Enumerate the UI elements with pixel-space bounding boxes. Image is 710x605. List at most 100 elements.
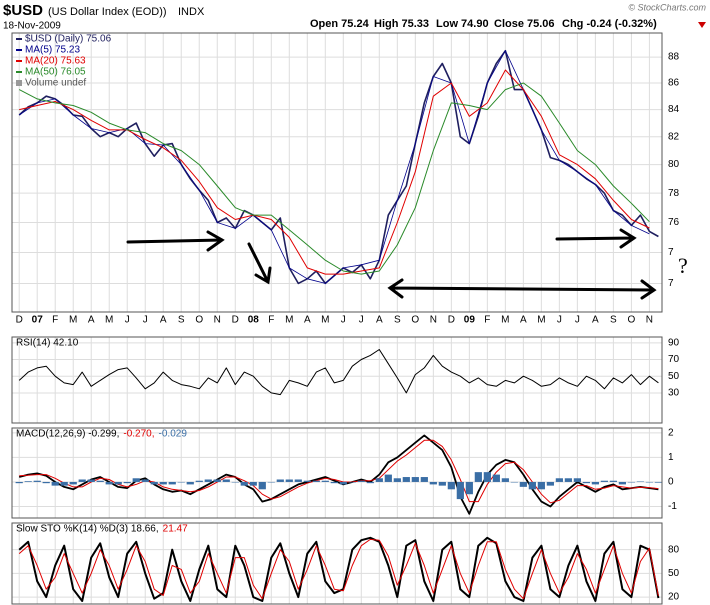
y-tick-label: 50 bbox=[668, 371, 680, 382]
x-tick-label: N bbox=[430, 315, 437, 326]
quote: Low 74.90 bbox=[436, 18, 489, 30]
x-tick-label: S bbox=[394, 315, 401, 326]
histogram-bar bbox=[456, 481, 464, 500]
legend-label: MA(5) 75.23 bbox=[25, 45, 80, 56]
histogram-bar bbox=[204, 479, 212, 482]
legend-label: 21.47 bbox=[163, 524, 188, 535]
histogram-bar bbox=[267, 481, 275, 483]
histogram-bar bbox=[150, 481, 158, 485]
histogram-bar bbox=[132, 478, 140, 482]
y-tick-label: 7 bbox=[668, 247, 674, 258]
series-line bbox=[18, 50, 650, 284]
y-tick-label: 1 bbox=[668, 452, 674, 463]
histogram-bar bbox=[285, 479, 293, 482]
histogram-bar bbox=[510, 481, 518, 483]
histogram-bar bbox=[69, 481, 77, 485]
y-tick-label: 78 bbox=[668, 188, 680, 199]
x-tick-label: S bbox=[178, 315, 185, 326]
histogram-bar bbox=[609, 480, 617, 482]
y-tick-label: 2 bbox=[668, 428, 674, 439]
x-tick-label: M bbox=[537, 315, 545, 326]
x-tick-label: J bbox=[125, 315, 130, 326]
x-tick-label: J bbox=[557, 315, 562, 326]
y-tick-label: 88 bbox=[668, 52, 680, 63]
legend-label: -0.029 bbox=[159, 429, 188, 440]
histogram-bar bbox=[375, 478, 383, 482]
x-tick-label: J bbox=[143, 315, 148, 326]
quote: Chg -0.24 (-0.32%) bbox=[562, 18, 657, 30]
histogram-bar bbox=[447, 481, 455, 490]
x-tick-label: A bbox=[304, 315, 311, 326]
series-line bbox=[18, 49, 659, 285]
series-line bbox=[19, 69, 650, 275]
x-tick-label: M bbox=[501, 315, 509, 326]
series-line bbox=[18, 536, 660, 602]
histogram-bar bbox=[366, 481, 374, 484]
x-tick-label: M bbox=[69, 315, 77, 326]
x-tick-label: N bbox=[646, 315, 653, 326]
y-tick-label: 86 bbox=[668, 78, 680, 89]
x-tick-label: O bbox=[195, 315, 203, 326]
histogram-bar bbox=[96, 480, 104, 482]
y-tick-label: 84 bbox=[668, 104, 680, 115]
y-tick-label: 90 bbox=[668, 337, 680, 348]
histogram-bar bbox=[42, 481, 50, 484]
histogram-bar bbox=[141, 479, 149, 482]
histogram-bar bbox=[393, 478, 401, 482]
x-tick-label: J bbox=[575, 315, 580, 326]
histogram-bar bbox=[555, 478, 563, 482]
panel bbox=[12, 428, 662, 518]
histogram-bar bbox=[519, 481, 527, 487]
x-tick-label: A bbox=[88, 315, 95, 326]
arrow bbox=[247, 242, 272, 285]
y-tick-label: 80 bbox=[668, 544, 680, 555]
histogram-bar bbox=[600, 480, 608, 482]
histogram-bar bbox=[303, 480, 311, 482]
panel-frame bbox=[11, 522, 663, 605]
histogram-bar bbox=[402, 477, 410, 482]
histogram-bar bbox=[114, 481, 122, 485]
histogram-bar bbox=[78, 479, 86, 482]
symbol: $USD bbox=[3, 2, 43, 19]
question-mark: ? bbox=[678, 253, 688, 278]
x-tick-label: 08 bbox=[248, 315, 260, 326]
histogram-bar bbox=[582, 481, 590, 484]
histogram-bar bbox=[573, 478, 581, 482]
panel bbox=[12, 33, 662, 312]
legend-label: Slow STO %K(14) %D(3) 18.66, bbox=[16, 524, 159, 535]
histogram-bar bbox=[636, 481, 644, 482]
legend-label: RSI(14) 42.10 bbox=[16, 338, 79, 349]
x-tick-label: S bbox=[610, 315, 617, 326]
legend-swatch bbox=[16, 80, 22, 86]
x-tick-label: M bbox=[285, 315, 293, 326]
x-tick-label: J bbox=[341, 315, 346, 326]
histogram-bar bbox=[348, 481, 356, 483]
x-tick-label: O bbox=[411, 315, 419, 326]
histogram-bar bbox=[357, 480, 365, 482]
annotations: ? bbox=[126, 228, 688, 300]
panel-frame bbox=[11, 336, 663, 424]
x-tick-label: N bbox=[214, 315, 221, 326]
x-tick-label: 09 bbox=[464, 315, 476, 326]
histogram-bar bbox=[231, 481, 239, 483]
series-line bbox=[18, 349, 659, 396]
x-tick-label: D bbox=[16, 315, 23, 326]
y-tick-label: 76 bbox=[668, 217, 680, 228]
y-tick-label: 50 bbox=[668, 568, 680, 579]
histogram-bar bbox=[627, 481, 635, 483]
symbol-name: (US Dollar Index (EOD)) bbox=[48, 6, 167, 18]
x-tick-label: F bbox=[52, 315, 58, 326]
credit: © StockCharts.com bbox=[628, 2, 706, 12]
histogram-bar bbox=[564, 478, 572, 482]
histogram-bar bbox=[240, 481, 248, 486]
date: 18-Nov-2009 bbox=[3, 21, 61, 32]
legend-label: MACD(12,26,9) -0.299, bbox=[16, 429, 119, 440]
x-tick-label: 07 bbox=[32, 315, 44, 326]
histogram-bar bbox=[168, 481, 176, 485]
histogram-bar bbox=[15, 481, 23, 484]
histogram-bar bbox=[546, 481, 554, 486]
y-tick-label: 7 bbox=[668, 278, 674, 289]
histogram-bar bbox=[249, 481, 257, 486]
arrow bbox=[555, 228, 637, 249]
histogram-bar bbox=[321, 480, 329, 482]
